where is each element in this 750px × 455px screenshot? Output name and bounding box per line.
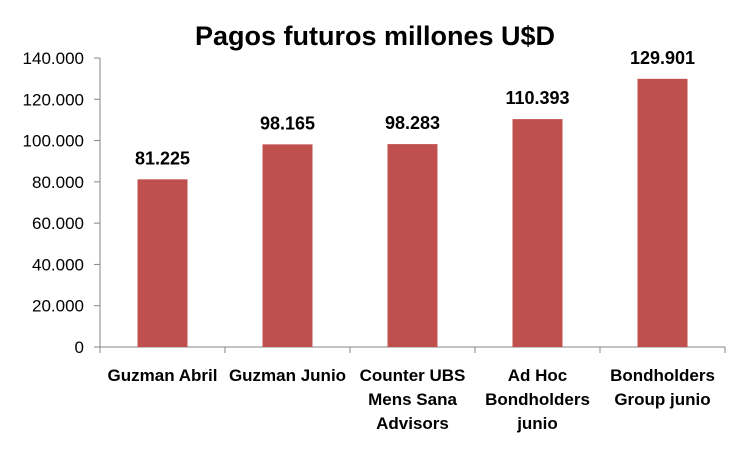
x-tick-label-line: Guzman Junio — [229, 366, 346, 385]
y-axis: 0 20.000 40.000 60.000 80.000 100.000 120.000 1… — [23, 49, 101, 357]
x-tick-label-line: Guzman Abril — [108, 366, 218, 385]
x-tick-label-line: Ad Hoc — [508, 366, 568, 385]
bars — [137, 78, 688, 347]
data-label: 129.901 — [630, 48, 695, 68]
x-tick-label-line: Group junio — [614, 390, 710, 409]
y-tick-label: 80.000 — [32, 173, 84, 192]
data-label: 98.165 — [260, 113, 315, 133]
bar — [262, 144, 313, 347]
y-tick-label: 100.000 — [23, 132, 84, 151]
x-tick-label-line: Bondholders — [485, 390, 590, 409]
bar — [512, 119, 563, 347]
x-tick-label: Counter UBS Mens Sana Advisors — [360, 366, 466, 433]
y-tick-label: 20.000 — [32, 297, 84, 316]
x-tick-label: Guzman Abril — [108, 366, 218, 385]
data-labels: 81.225 98.165 98.283 110.393 129.901 — [135, 48, 695, 168]
y-tick-label: 40.000 — [32, 255, 84, 274]
x-tick-label-line: junio — [516, 414, 558, 433]
bar — [637, 78, 688, 347]
data-label: 110.393 — [505, 88, 569, 108]
y-tick-label: 60.000 — [32, 214, 84, 233]
y-tick-label: 120.000 — [23, 90, 84, 109]
chart-title: Pagos futuros millones U$D — [195, 21, 555, 51]
x-tick-label: Bondholders Group junio — [610, 366, 715, 409]
x-tick-label-line: Counter UBS — [360, 366, 466, 385]
data-label: 81.225 — [135, 148, 190, 168]
x-tick-label: Ad Hoc Bondholders junio — [485, 366, 590, 433]
y-tick-label: 0 — [75, 338, 84, 357]
x-tick-label-line: Bondholders — [610, 366, 715, 385]
x-tick-label-line: Advisors — [376, 414, 449, 433]
bar — [137, 179, 188, 347]
bar — [387, 144, 438, 347]
x-axis: Guzman Abril Guzman Junio Counter UBS Mens … — [99, 346, 726, 433]
x-tick-label: Guzman Junio — [229, 366, 346, 385]
y-tick-label: 140.000 — [23, 49, 84, 68]
data-label: 98.283 — [385, 113, 440, 133]
x-tick-label-line: Mens Sana — [368, 390, 457, 409]
